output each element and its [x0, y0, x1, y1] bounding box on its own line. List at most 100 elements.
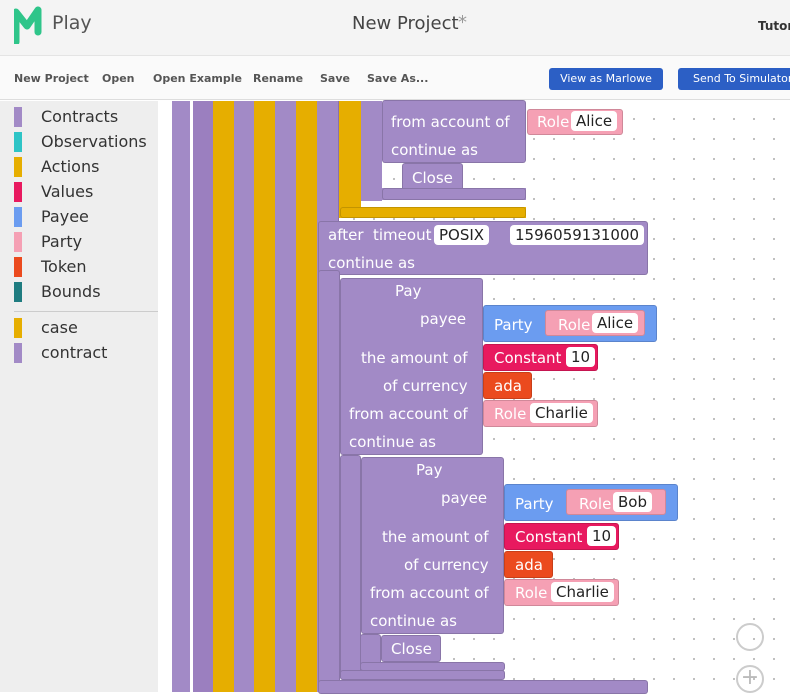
category-label: Token [41, 257, 87, 276]
toolbox-category[interactable]: Contracts [14, 107, 154, 129]
header: Play New Project * Tutori [0, 0, 790, 55]
constant-value: 10 [566, 347, 596, 367]
toolbox: Contracts Observations Actions Values Payee P… [0, 101, 158, 692]
role-label: Role [579, 495, 612, 513]
field-label: payee [420, 310, 467, 328]
tutorial-link[interactable]: Tutori [758, 19, 790, 33]
category-swatch [14, 282, 22, 302]
category-label: Party [41, 232, 83, 251]
category-swatch [14, 257, 22, 277]
role-name: Alice [592, 313, 639, 333]
constant-label: Constant [494, 349, 562, 367]
toolbar-button[interactable]: Open Example [153, 72, 242, 85]
toolbar-button[interactable]: Save As... [367, 72, 429, 85]
category-label: Payee [41, 207, 89, 226]
category-label: Values [41, 182, 94, 201]
toolbox-category[interactable]: Party [14, 232, 154, 254]
toolbox-category[interactable]: Bounds [14, 282, 154, 304]
role-label: Role [515, 584, 548, 602]
toolbox-category[interactable]: Observations [14, 132, 154, 154]
constant-value: 10 [587, 526, 617, 546]
logo-text: Play [52, 12, 92, 34]
recenter-button[interactable] [736, 623, 764, 651]
modified-marker: * [458, 12, 467, 33]
zoom-in-button[interactable]: + [736, 665, 764, 693]
token-block [504, 551, 553, 578]
toolbox-variable[interactable]: case [14, 318, 154, 340]
toolbox-variable[interactable]: contract [14, 343, 154, 365]
field-label: continue as [328, 254, 415, 272]
block-rail [213, 101, 234, 692]
field-label: from account of [391, 113, 510, 131]
logo-icon [14, 6, 42, 44]
separator [14, 311, 158, 312]
block-rail [254, 101, 275, 692]
block-rail [340, 455, 361, 680]
block-rail [318, 270, 340, 692]
block-bottom [382, 188, 526, 200]
token-label: ada [494, 377, 522, 395]
party-label: Party [494, 316, 533, 334]
pay-block [340, 278, 483, 455]
field-label: from account of [370, 584, 489, 602]
zoom-controls[interactable] [778, 621, 790, 692]
category-swatch [14, 343, 22, 363]
block-rail [296, 101, 317, 692]
category-swatch [14, 107, 22, 127]
send-to-simulator-button[interactable]: Send To Simulator [678, 68, 790, 90]
toolbar: View as Marlowe Send To Simulator New Pr… [0, 55, 790, 100]
category-label: Bounds [41, 282, 101, 301]
field-label: continue as [349, 433, 436, 451]
timeout-kind-dropdown[interactable]: POSIX [434, 225, 490, 245]
constant-label: Constant [515, 528, 583, 546]
field-label: continue as [370, 612, 457, 630]
party-label: Party [515, 495, 554, 513]
toolbar-button[interactable]: New Project [14, 72, 89, 85]
category-swatch [14, 207, 22, 227]
toolbox-category[interactable]: Actions [14, 157, 154, 179]
role-label: Role [537, 113, 570, 131]
field-label: from account of [349, 405, 468, 423]
timeout-value: 1596059131000 [510, 225, 645, 245]
view-as-marlowe-button[interactable]: View as Marlowe [549, 68, 663, 90]
category-label: Actions [41, 157, 100, 176]
field-label: continue as [391, 141, 478, 159]
category-swatch [14, 182, 22, 202]
toolbox-category[interactable]: Token [14, 257, 154, 279]
block-rail [275, 101, 296, 692]
token-block [483, 372, 532, 399]
pay-label: Pay [416, 461, 443, 479]
role-name: Bob [613, 492, 652, 512]
block-rail [361, 101, 382, 201]
token-label: ada [515, 556, 543, 574]
category-label: contract [41, 343, 108, 362]
role-label: Role [494, 405, 527, 423]
field-label: payee [441, 489, 488, 507]
toolbar-button[interactable]: Open [102, 72, 135, 85]
category-swatch [14, 157, 22, 177]
close-label: Close [391, 640, 432, 658]
block-rail [339, 101, 361, 218]
toolbox-category[interactable]: Values [14, 182, 154, 204]
role-name: Charlie [551, 582, 614, 602]
field-label: the amount of [361, 349, 468, 367]
category-swatch [14, 318, 22, 338]
category-swatch [14, 232, 22, 252]
toolbox-category[interactable]: Payee [14, 207, 154, 229]
block-rail [193, 101, 213, 692]
toolbar-button[interactable]: Save [320, 72, 350, 85]
block-rail [234, 101, 254, 692]
block-bottom [340, 670, 505, 680]
toolbar-button[interactable]: Rename [253, 72, 304, 85]
close-label: Close [412, 169, 453, 187]
field-label: of currency [383, 377, 468, 395]
role-label: Role [558, 316, 591, 334]
pay-block [361, 457, 504, 634]
pay-label: Pay [395, 282, 422, 300]
case-bottom [340, 207, 526, 218]
field-label: after [328, 226, 364, 244]
category-label: case [41, 318, 78, 337]
category-label: Observations [41, 132, 147, 151]
category-swatch [14, 132, 22, 152]
